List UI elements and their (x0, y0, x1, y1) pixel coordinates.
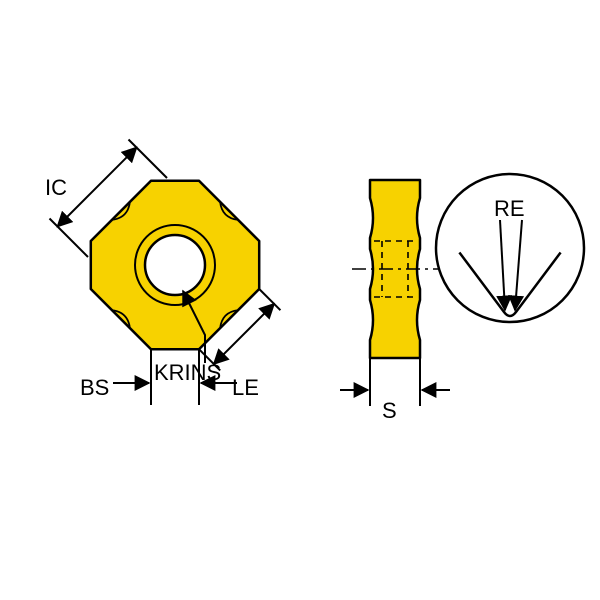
re-leader (500, 220, 505, 310)
label-ic: IC (45, 175, 67, 200)
label-le: LE (232, 375, 259, 400)
label-bs: BS (80, 375, 109, 400)
ic-extension (50, 219, 89, 258)
re-leader (515, 220, 522, 310)
re-corner-profile (459, 252, 560, 316)
ic-extension (129, 140, 168, 179)
label-krins: KRINS (154, 360, 221, 385)
label-re: RE (494, 196, 525, 221)
label-s: S (382, 398, 397, 423)
insert-hole-inner (145, 235, 205, 295)
